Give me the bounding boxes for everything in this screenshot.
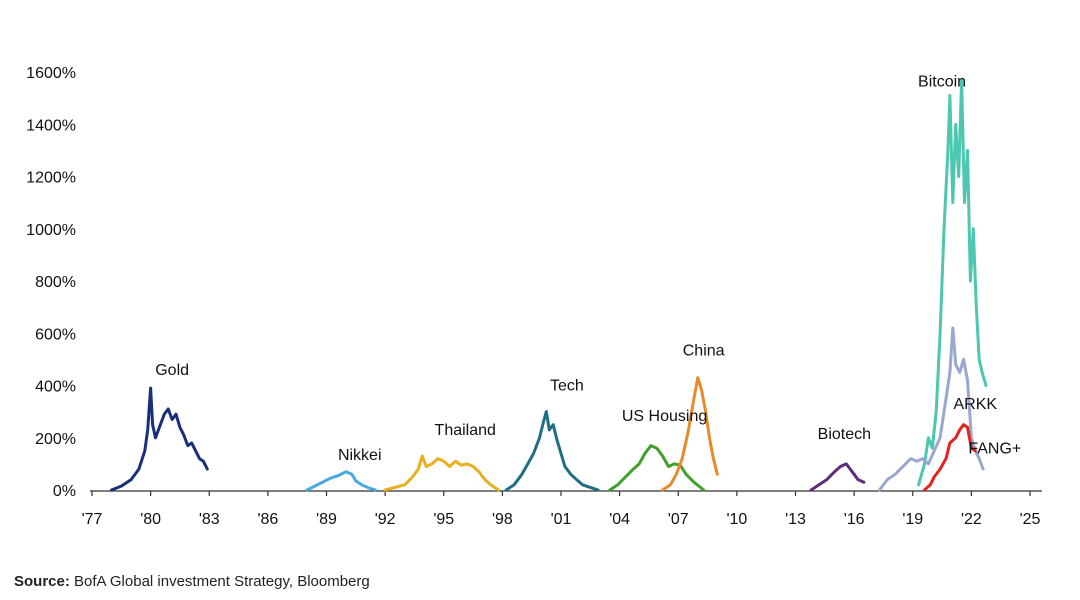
series-line-bitcoin [917,78,988,487]
series-lines [110,78,988,492]
series-label-gold: Gold [155,362,189,379]
y-tick-label: 600% [35,326,76,343]
y-tick-label: 800% [35,274,76,291]
x-tick-label: '04 [609,511,630,528]
series-line-us-housing [608,444,706,492]
y-tick-label: 400% [35,379,76,396]
x-tick-label: '07 [668,511,689,528]
x-tick-label: '89 [316,511,337,528]
x-tick-label: '86 [257,511,278,528]
x-tick-label: '95 [433,511,454,528]
x-tick-label: '16 [844,511,865,528]
series-label-thailand: Thailand [435,422,496,439]
x-tick-label: '80 [140,511,161,528]
series-label-bitcoin: Bitcoin [918,73,966,90]
series-line-arkk [878,326,985,492]
x-tick-label: '01 [551,511,572,528]
x-tick-label: '19 [902,511,923,528]
x-tick-label: '77 [82,511,103,528]
source-text: BofA Global investment Strategy, Bloombe… [69,573,370,590]
source-note: Source: BofA Global investment Strategy,… [14,573,370,590]
y-tick-label: 1600% [26,65,76,82]
series-line-china [661,376,719,492]
y-tick-label: 1200% [26,170,76,187]
x-tick-label: '10 [726,511,747,528]
x-axis-ticks [91,491,1031,496]
x-tick-label: '13 [785,511,806,528]
series-line-gold [110,386,209,492]
x-tick-label: '83 [199,511,220,528]
series-line-biotech [809,462,866,492]
series-line-fang [923,423,977,492]
series-labels: Gold Nikkei Thailand Tech US Housing China Bio… [155,73,1021,464]
x-axis-labels: '77 '80 '83 '86 '89 '92 '95 '98 '01 '04 '07 '10 '13 '… [82,511,1041,528]
y-tick-label: 200% [35,431,76,448]
series-label-nikkei: Nikkei [338,447,382,464]
x-tick-label: '98 [492,511,513,528]
series-line-tech [504,410,600,492]
series-line-thailand [383,454,500,492]
series-label-fang: FANG+ [968,440,1021,457]
series-label-tech: Tech [550,378,584,395]
x-tick-label: '92 [375,511,396,528]
series-label-us-housing: US Housing [622,408,707,425]
y-tick-label: 0% [53,483,76,500]
source-label: Source: [14,573,70,590]
y-tick-label: 1400% [26,117,76,134]
series-label-china: China [683,342,725,359]
x-tick-label: '22 [961,511,982,528]
series-label-biotech: Biotech [818,426,871,443]
series-line-nikkei [305,470,377,492]
series-label-arkk: ARKK [953,396,997,413]
y-axis-labels: 0% 200% 400% 600% 800% 1000% 1200% 1400% 1600% [26,65,76,500]
x-tick-label: '25 [1020,511,1041,528]
y-tick-label: 1000% [26,222,76,239]
